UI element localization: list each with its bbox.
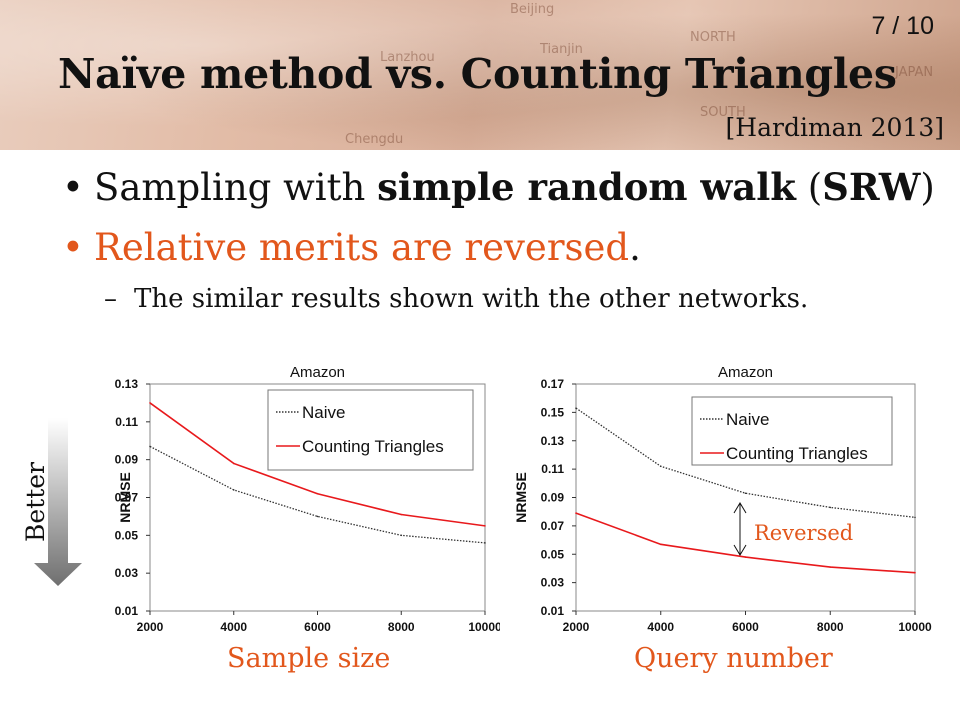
reversed-annotation: Reversed <box>733 502 853 556</box>
y-tick-label: 0.15 <box>541 405 565 419</box>
bullet-text: ( <box>795 166 823 209</box>
sub-bullet-dash: – <box>104 284 117 314</box>
legend-label: Counting Triangles <box>726 444 868 463</box>
x-tick-label: 4000 <box>220 620 247 634</box>
chart-right: Amazon 0.01 0.03 0.05 0.07 0.09 0.11 0.13 0.15 0.… <box>510 355 940 645</box>
chart-svg: Amazon 0.01 0.03 0.05 0.07 0.09 0.11 0.13 0.15 0.… <box>513 364 932 634</box>
y-tick-label: 0.07 <box>115 491 139 505</box>
legend-label: Naive <box>302 403 345 422</box>
data-point <box>232 462 235 465</box>
data-point <box>484 542 486 544</box>
legend-label: Counting Triangles <box>302 437 444 456</box>
map-decoration: Chengdu <box>345 132 404 147</box>
chart-title: Amazon <box>718 364 773 381</box>
data-point <box>575 407 577 409</box>
data-point <box>829 506 832 509</box>
x-tick-label: 4000 <box>647 620 674 634</box>
sub-bullet-text: The similar results shown with the other… <box>134 284 809 314</box>
y-tick-label: 0.09 <box>541 491 565 505</box>
y-tick-label: 0.01 <box>541 604 565 618</box>
y-tick-label: 0.11 <box>115 415 138 429</box>
map-decoration: Tianjin <box>540 42 583 57</box>
map-decoration: SOUTH <box>700 105 746 120</box>
series-line-naive <box>575 407 916 519</box>
x-tick-label: 8000 <box>388 620 415 634</box>
header-banner: Beijing NORTH Tianjin Lanzhou JAPAN SOUT… <box>0 0 960 150</box>
data-point <box>659 543 662 546</box>
annotation-label: Reversed <box>754 521 853 545</box>
data-point <box>149 445 151 448</box>
y-tick-label: 0.03 <box>115 566 139 580</box>
x-tick-label: 10000 <box>468 620 500 634</box>
better-indicator: Better <box>18 418 90 588</box>
y-tick-label: 0.13 <box>541 434 565 448</box>
data-point <box>914 516 916 519</box>
bullet-text: ) <box>920 166 935 209</box>
x-tick-label: 10000 <box>898 620 932 634</box>
y-axis-label: NRMSE <box>117 472 133 523</box>
bullet-dot: • <box>62 166 84 209</box>
map-decoration: Lanzhou <box>380 50 435 65</box>
bullet-period: . <box>629 226 641 269</box>
citation: [Hardiman 2013] <box>725 113 944 142</box>
data-point <box>829 566 832 568</box>
legend-label: Naive <box>726 410 769 429</box>
data-point <box>316 492 319 495</box>
bullet-bold-text: simple random walk <box>377 165 796 209</box>
bullet-reversed: • Relative merits are reversed. <box>62 226 641 269</box>
y-tick-label: 0.07 <box>541 519 565 533</box>
data-point <box>744 492 747 495</box>
y-tick-label: 0.11 <box>541 462 564 476</box>
x-caption-left: Sample size <box>227 643 391 674</box>
down-arrow-icon <box>34 418 82 586</box>
y-tick-label: 0.05 <box>541 547 565 561</box>
x-tick-label: 8000 <box>817 620 844 634</box>
bullet-text: Relative merits are reversed <box>94 226 630 269</box>
x-tick-label: 6000 <box>304 620 331 634</box>
data-point <box>575 512 577 514</box>
better-label: Better <box>21 462 50 542</box>
data-point <box>400 513 403 516</box>
bullet-bold-text: SRW <box>822 165 921 209</box>
series-line-counting-triangles <box>575 512 916 574</box>
x-tick-label: 2000 <box>563 620 590 634</box>
arrow-head-down-icon <box>733 544 747 556</box>
map-decoration: Beijing <box>510 2 555 17</box>
bullet-text: Sampling with <box>94 166 378 209</box>
data-point <box>914 571 916 574</box>
data-point <box>400 534 403 537</box>
y-tick-label: 0.17 <box>541 377 565 391</box>
map-decoration: NORTH <box>690 30 736 45</box>
data-point <box>484 525 486 527</box>
data-point <box>232 489 235 491</box>
arrow-head-up-icon <box>733 502 747 514</box>
chart-left: Amazon 0.01 0.03 0.05 0.07 0.09 0.11 0.13 2000 40… <box>100 355 500 645</box>
page-number: 7 / 10 <box>871 12 934 40</box>
data-point <box>659 465 662 468</box>
chart-svg: Amazon 0.01 0.03 0.05 0.07 0.09 0.11 0.13 2000 40… <box>115 364 500 634</box>
slide-title: Naïve method vs. Counting Triangles <box>58 50 897 98</box>
data-point <box>149 402 151 404</box>
y-axis-label: NRMSE <box>513 472 529 523</box>
legend-box <box>267 389 474 471</box>
x-tick-label: 6000 <box>732 620 759 634</box>
x-caption-right: Query number <box>634 643 833 674</box>
y-tick-label: 0.05 <box>115 528 139 542</box>
bullet-dot: • <box>62 226 84 269</box>
y-tick-label: 0.13 <box>115 377 139 391</box>
y-tick-label: 0.01 <box>115 604 139 618</box>
sub-bullet: – The similar results shown with the othe… <box>104 284 808 314</box>
data-point <box>744 556 747 558</box>
y-tick-label: 0.03 <box>541 576 565 590</box>
data-point <box>316 515 319 518</box>
bullet-srw: • Sampling with simple random walk (SRW) <box>62 165 935 209</box>
chart-title: Amazon <box>290 364 345 381</box>
legend-box <box>691 396 893 466</box>
x-tick-label: 2000 <box>137 620 164 634</box>
map-decoration: JAPAN <box>895 65 934 80</box>
y-tick-label: 0.09 <box>115 453 139 467</box>
